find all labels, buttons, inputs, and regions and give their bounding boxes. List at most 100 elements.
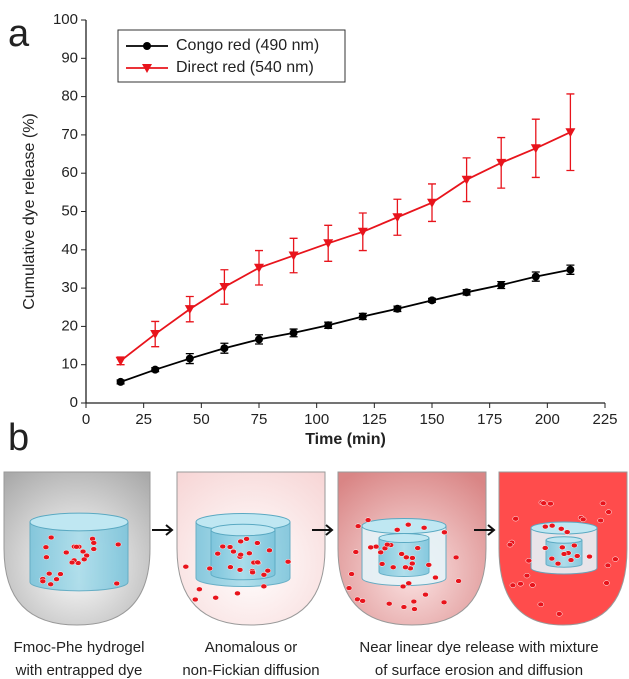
dye-dot [182, 564, 190, 570]
legend-marker [142, 64, 152, 73]
dye-dot [264, 568, 272, 574]
y-tick-label: 30 [61, 279, 78, 296]
gel-top [210, 523, 276, 537]
marker [531, 272, 540, 281]
dye-dot [243, 536, 250, 542]
dye-dot [554, 560, 562, 567]
dye-dot [547, 501, 554, 507]
dye-dot [559, 544, 566, 551]
marker [115, 356, 126, 366]
marker [496, 158, 507, 168]
dye-dot [597, 517, 604, 524]
dye-dot [548, 523, 556, 529]
dye-dot [80, 556, 88, 563]
dye-dot [506, 542, 514, 548]
dye-dot [354, 523, 362, 529]
marker [358, 312, 367, 321]
dye-dot [398, 551, 405, 557]
dye-dot [73, 544, 80, 550]
x-tick-label: 125 [362, 411, 387, 428]
dye-dot [455, 578, 462, 584]
dye-dot [246, 550, 253, 556]
dye-dot [612, 556, 619, 562]
caption: Near linear dye release with mixture [359, 639, 598, 656]
legend-box [117, 29, 346, 83]
marker [530, 144, 541, 154]
dye-dot [206, 565, 213, 572]
dye-dot [226, 544, 234, 550]
legend-marker [143, 42, 151, 50]
dye-dot [114, 541, 122, 548]
dye-dot [393, 527, 401, 533]
dye-dot [441, 529, 448, 535]
marker [357, 227, 368, 237]
dye-dot [47, 534, 55, 541]
y-tick-label: 40 [61, 241, 78, 258]
dye-dot [385, 601, 393, 607]
caption: non-Fickian diffusion [182, 662, 319, 679]
dye-dot [230, 548, 237, 555]
marker [393, 304, 402, 313]
dye-dot [540, 500, 547, 506]
arrow [152, 524, 174, 536]
dye-dot [364, 517, 372, 523]
marker [151, 365, 160, 374]
series-line [120, 268, 571, 383]
dye-dot [378, 561, 386, 567]
dye-dot [113, 580, 121, 587]
dye-dot [212, 595, 219, 601]
marker [427, 198, 437, 208]
marker [566, 265, 575, 274]
dye-dot [603, 580, 610, 586]
marker [254, 263, 264, 273]
marker [219, 282, 230, 292]
diagram: Fmoc-Phe hydrogel with entrapped dye Anoma… [3, 471, 628, 679]
dye-dot [558, 526, 565, 532]
marker [150, 330, 161, 340]
dye-dot [399, 583, 407, 590]
dye-dot [254, 559, 261, 565]
dye-dot [548, 555, 556, 562]
dye-dot [249, 569, 256, 576]
dye-dot [68, 559, 76, 566]
dye-dot [214, 551, 221, 557]
x-tick-label: 225 [592, 411, 617, 428]
gel-body [29, 522, 129, 592]
arrow [474, 524, 496, 536]
marker [565, 128, 576, 138]
x-tick-label: 100 [304, 411, 329, 428]
marker [392, 213, 403, 223]
dye-dot [409, 555, 416, 561]
x-tick-label: 150 [419, 411, 444, 428]
marker [288, 251, 299, 261]
dye-dot [563, 529, 571, 535]
dye-dot [39, 578, 47, 584]
legend-label: Direct red (540 nm) [176, 59, 314, 76]
dye-dot [389, 564, 397, 570]
dye-dot [400, 604, 408, 610]
marker [116, 377, 125, 386]
dye-dot [422, 592, 429, 598]
dye-dot [45, 570, 53, 577]
dye-dot [236, 567, 244, 573]
x-tick-label: 75 [251, 411, 268, 428]
marker [255, 335, 263, 344]
dye-dot [440, 599, 448, 605]
dye-dot [402, 564, 409, 570]
dye-dot [410, 598, 418, 605]
dye-dot [604, 562, 612, 569]
dye-dot [541, 545, 549, 551]
marker [428, 296, 436, 305]
dye-dot [567, 557, 575, 563]
marker [462, 288, 471, 297]
dye-dot [90, 540, 98, 546]
marker [497, 281, 506, 290]
dye-dot [53, 576, 60, 582]
dye-dot [237, 538, 244, 545]
dye-dot [525, 558, 533, 564]
dye-dot [348, 571, 355, 577]
dye-dot [599, 500, 607, 506]
dye-dot [260, 572, 268, 578]
y-tick-label: 90 [61, 49, 78, 66]
dye-dot [517, 581, 524, 587]
